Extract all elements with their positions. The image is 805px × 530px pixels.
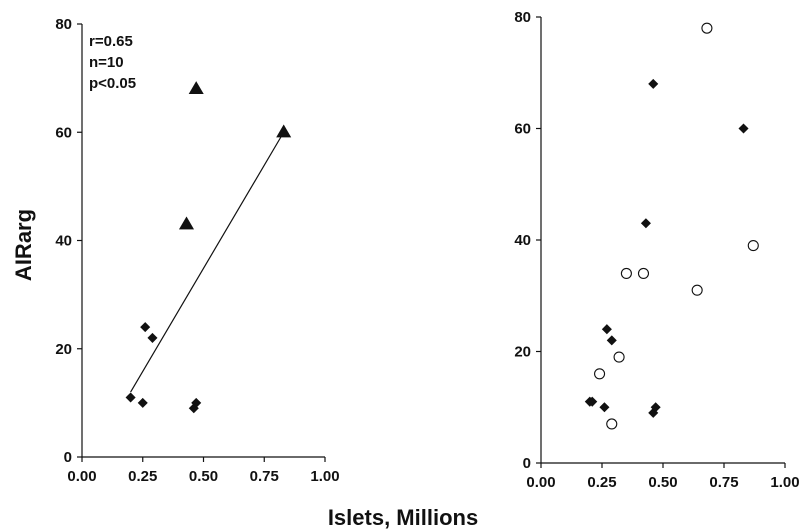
right-x-tick-label: 0.25 [587,474,616,491]
right-point-circle-open [747,240,759,252]
right-y-tick-label: 0 [523,455,531,472]
annotation-p: p<0.05 [89,75,136,92]
left-x-tick-label: 0.75 [250,468,279,485]
right-y-tick-label: 80 [514,9,531,26]
right-y-tick-label: 20 [514,344,531,361]
left-point-triangle-filled [276,124,292,138]
left-y-tick-label: 80 [55,16,72,33]
right-x-tick-label: 0.50 [648,474,677,491]
right-point-diamond-filled [606,335,617,346]
right-point-circle-open [620,267,632,280]
right-point-circle-open [594,368,606,380]
right-point-diamond-filled [648,78,659,89]
left-point-diamond-filled [140,322,151,333]
left-panel: 0 20 40 60 80 0.00 0.25 0.50 0.75 1.00 [55,16,339,485]
right-point-diamond-filled [601,324,612,335]
left-point-diamond-filled [191,397,202,408]
right-point-diamond-filled [587,396,598,407]
right-point-diamond-filled [640,218,651,229]
left-x-tick-label: 0.25 [128,468,157,485]
x-axis-title: Islets, Millions [328,505,478,530]
stats-annotation: r=0.65 n=10 p<0.05 [89,33,136,92]
left-y-tick-label: 60 [55,124,72,141]
right-point-circle-open [701,22,713,34]
left-x-tick-label: 1.00 [310,468,339,485]
left-point-diamond-filled [125,392,136,403]
right-panel: 0 20 40 60 80 0.00 0.25 0.50 0.75 1.00 [514,9,799,491]
y-axis-title: AIRarg [11,209,36,281]
left-trendline [130,131,285,393]
right-point-circle-open [637,267,650,280]
annotation-n: n=10 [89,54,124,71]
left-y-tick-label: 40 [55,233,72,250]
right-y-tick-label: 40 [514,232,531,249]
left-point-diamond-filled [137,397,148,408]
right-x-tick-label: 0.75 [709,474,738,491]
annotation-r: r=0.65 [89,33,133,50]
left-point-diamond-filled [147,332,158,343]
left-x-tick-label: 0.00 [67,468,96,485]
right-y-tick-label: 60 [514,121,531,138]
right-point-circle-open [606,418,618,430]
right-point-circle-open [691,284,703,296]
right-point-diamond-filled [650,402,661,413]
right-point-diamond-filled [738,123,749,134]
right-x-tick-label: 1.00 [770,474,799,491]
right-point-circle-open [613,351,625,363]
left-y-tick-label: 20 [55,341,72,358]
left-y-tick-label: 0 [64,449,72,466]
right-x-tick-label: 0.00 [526,474,555,491]
right-point-diamond-filled [599,402,610,413]
left-point-triangle-filled [188,81,204,95]
left-point-triangle-filled [178,216,195,230]
left-x-tick-label: 0.50 [189,468,218,485]
